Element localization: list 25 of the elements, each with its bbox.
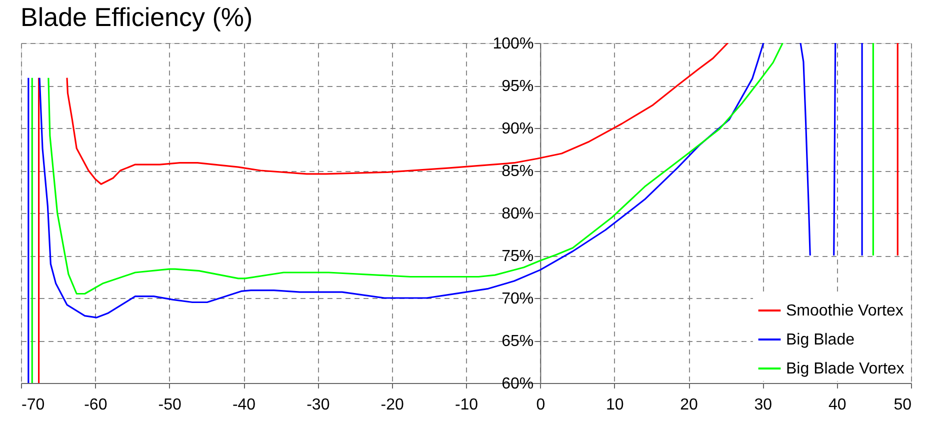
x-tick-label: 0 xyxy=(536,396,546,414)
y-tick-label: 70% xyxy=(502,290,534,308)
x-tick-label: 40 xyxy=(828,396,846,414)
x-tick-label: 30 xyxy=(754,396,772,414)
y-tick-label: 80% xyxy=(502,206,534,222)
x-tick-label: -70 xyxy=(22,396,45,414)
x-tick-label: 50 xyxy=(894,396,912,414)
x-tick-label: -50 xyxy=(158,396,182,414)
y-tick-label: 100% xyxy=(492,36,534,52)
x-tick-label: 10 xyxy=(606,396,624,414)
y-tick-label: 90% xyxy=(502,120,534,138)
x-tick-label: -20 xyxy=(380,396,404,414)
legend-label: Big Blade xyxy=(786,332,855,348)
legend-label: Big Blade Vortex xyxy=(786,360,904,378)
chart-title: Blade Efficiency (%) xyxy=(20,2,253,32)
y-tick-label: 75% xyxy=(502,248,534,265)
x-tick-label: -60 xyxy=(84,396,108,414)
y-tick-label: 65% xyxy=(502,333,534,350)
x-tick-label: 20 xyxy=(680,396,698,414)
x-tick-label: -10 xyxy=(454,396,478,414)
y-tick-label: 85% xyxy=(502,163,534,180)
x-tick-label: -40 xyxy=(232,396,256,414)
y-tick-label: 95% xyxy=(502,78,534,95)
x-tick-label: -30 xyxy=(306,396,330,414)
legend-label: Smoothie Vortex xyxy=(786,302,904,320)
